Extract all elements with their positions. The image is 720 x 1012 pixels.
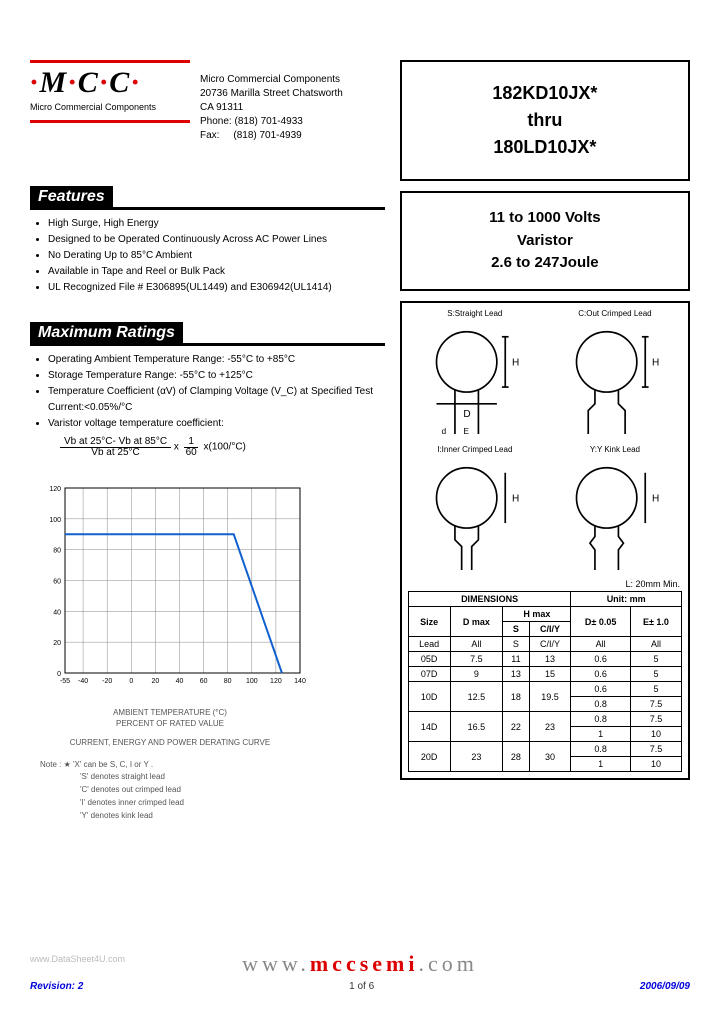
svg-text:0: 0 bbox=[57, 671, 61, 678]
svg-text:120: 120 bbox=[49, 486, 61, 493]
svg-text:80: 80 bbox=[224, 678, 232, 685]
company-info: Micro Commercial Components 20736 Marill… bbox=[200, 73, 385, 143]
svg-text:H: H bbox=[512, 357, 519, 368]
revision: Revision: 2 bbox=[30, 981, 83, 992]
dim-note: L: 20mm Min. bbox=[408, 579, 680, 589]
logo: ·M·C·C· Micro Commercial Components bbox=[30, 60, 190, 123]
svg-text:-20: -20 bbox=[102, 678, 112, 685]
maxratings-heading: Maximum Ratings bbox=[30, 322, 183, 344]
features-heading: Features bbox=[30, 186, 113, 208]
svg-text:20: 20 bbox=[53, 640, 61, 647]
note-head: Note : ★ 'X' can be S, C, I or Y . bbox=[40, 759, 320, 772]
lead-diagram: Y:Y Kink LeadH bbox=[548, 445, 682, 575]
maxratings-list: Operating Ambient Temperature Range: -55… bbox=[48, 352, 385, 432]
lead-diagram: I:Inner Crimped LeadH bbox=[408, 445, 542, 575]
svg-text:-40: -40 bbox=[78, 678, 88, 685]
maxratings-item: Temperature Coefficient (αV) of Clamping… bbox=[48, 384, 385, 416]
company-addr1: 20736 Marilla Street Chatsworth bbox=[200, 87, 385, 101]
svg-text:20: 20 bbox=[151, 678, 159, 685]
svg-text:140: 140 bbox=[294, 678, 306, 685]
svg-text:E: E bbox=[463, 426, 469, 436]
features-item: No Derating Up to 85°C Ambient bbox=[48, 248, 385, 264]
svg-text:H: H bbox=[652, 357, 659, 368]
lead-diagram: S:Straight LeadHDdE bbox=[408, 309, 542, 439]
chart-xlabel: AMBIENT TEMPERATURE (°C)PERCENT OF RATED… bbox=[30, 707, 310, 729]
svg-text:40: 40 bbox=[53, 609, 61, 616]
svg-text:40: 40 bbox=[176, 678, 184, 685]
svg-text:60: 60 bbox=[200, 678, 208, 685]
svg-text:120: 120 bbox=[270, 678, 282, 685]
maxratings-item: Varistor voltage temperature coefficient… bbox=[48, 416, 385, 432]
lead-diagrams: S:Straight LeadHDdEC:Out Crimped LeadHI:… bbox=[400, 301, 690, 781]
svg-text:100: 100 bbox=[49, 517, 61, 524]
part-title-box: 182KD10JX* thru 180LD10JX* bbox=[400, 60, 690, 181]
formula: Vb at 25°C- Vb at 85°CVb at 25°C x 160 x… bbox=[60, 436, 385, 458]
derating-chart: -55 -40 -20 0 20 40 60 80 100 120 140 0 20 40 60 80 100 1… bbox=[30, 478, 385, 749]
company-phone: Phone: (818) 701-4933 bbox=[200, 115, 385, 129]
logo-subtitle: Micro Commercial Components bbox=[30, 102, 190, 112]
lead-diagram: C:Out Crimped LeadH bbox=[548, 309, 682, 439]
features-item: Designed to be Operated Continuously Acr… bbox=[48, 232, 385, 248]
footer: www.mccsemi.com Revision: 2 1 of 6 2006/… bbox=[30, 951, 690, 992]
svg-text:H: H bbox=[512, 493, 519, 504]
chart-caption: CURRENT, ENERGY AND POWER DERATING CURVE bbox=[30, 737, 310, 748]
company-fax: Fax: (818) 701-4939 bbox=[200, 129, 385, 143]
features-item: Available in Tape and Reel or Bulk Pack bbox=[48, 264, 385, 280]
notes: Note : ★ 'X' can be S, C, I or Y . 'S' d… bbox=[40, 759, 320, 823]
features-item: High Surge, High Energy bbox=[48, 216, 385, 232]
date: 2006/09/09 bbox=[640, 981, 690, 992]
svg-text:H: H bbox=[652, 493, 659, 504]
svg-text:d: d bbox=[441, 426, 446, 436]
svg-text:0: 0 bbox=[129, 678, 133, 685]
company-name: Micro Commercial Components bbox=[200, 73, 385, 87]
logo-letters: ·M·C·C· bbox=[30, 66, 190, 100]
features-item: UL Recognized File # E306895(UL1449) and… bbox=[48, 280, 385, 296]
page-number: 1 of 6 bbox=[349, 981, 374, 992]
company-addr2: CA 91311 bbox=[200, 101, 385, 115]
spec-subtitle-box: 11 to 1000 Volts Varistor 2.6 to 247Joul… bbox=[400, 191, 690, 291]
svg-text:D: D bbox=[463, 409, 470, 420]
maxratings-item: Storage Temperature Range: -55°C to +125… bbox=[48, 368, 385, 384]
footer-url: www.mccsemi.com bbox=[30, 951, 690, 977]
svg-text:80: 80 bbox=[53, 548, 61, 555]
svg-text:100: 100 bbox=[246, 678, 258, 685]
dimensions-table: DIMENSIONSUnit: mmSizeD maxH maxD± 0.05E… bbox=[408, 591, 682, 772]
svg-text:-55: -55 bbox=[60, 678, 70, 685]
svg-text:60: 60 bbox=[53, 579, 61, 586]
maxratings-item: Operating Ambient Temperature Range: -55… bbox=[48, 352, 385, 368]
features-list: High Surge, High EnergyDesigned to be Op… bbox=[48, 216, 385, 296]
